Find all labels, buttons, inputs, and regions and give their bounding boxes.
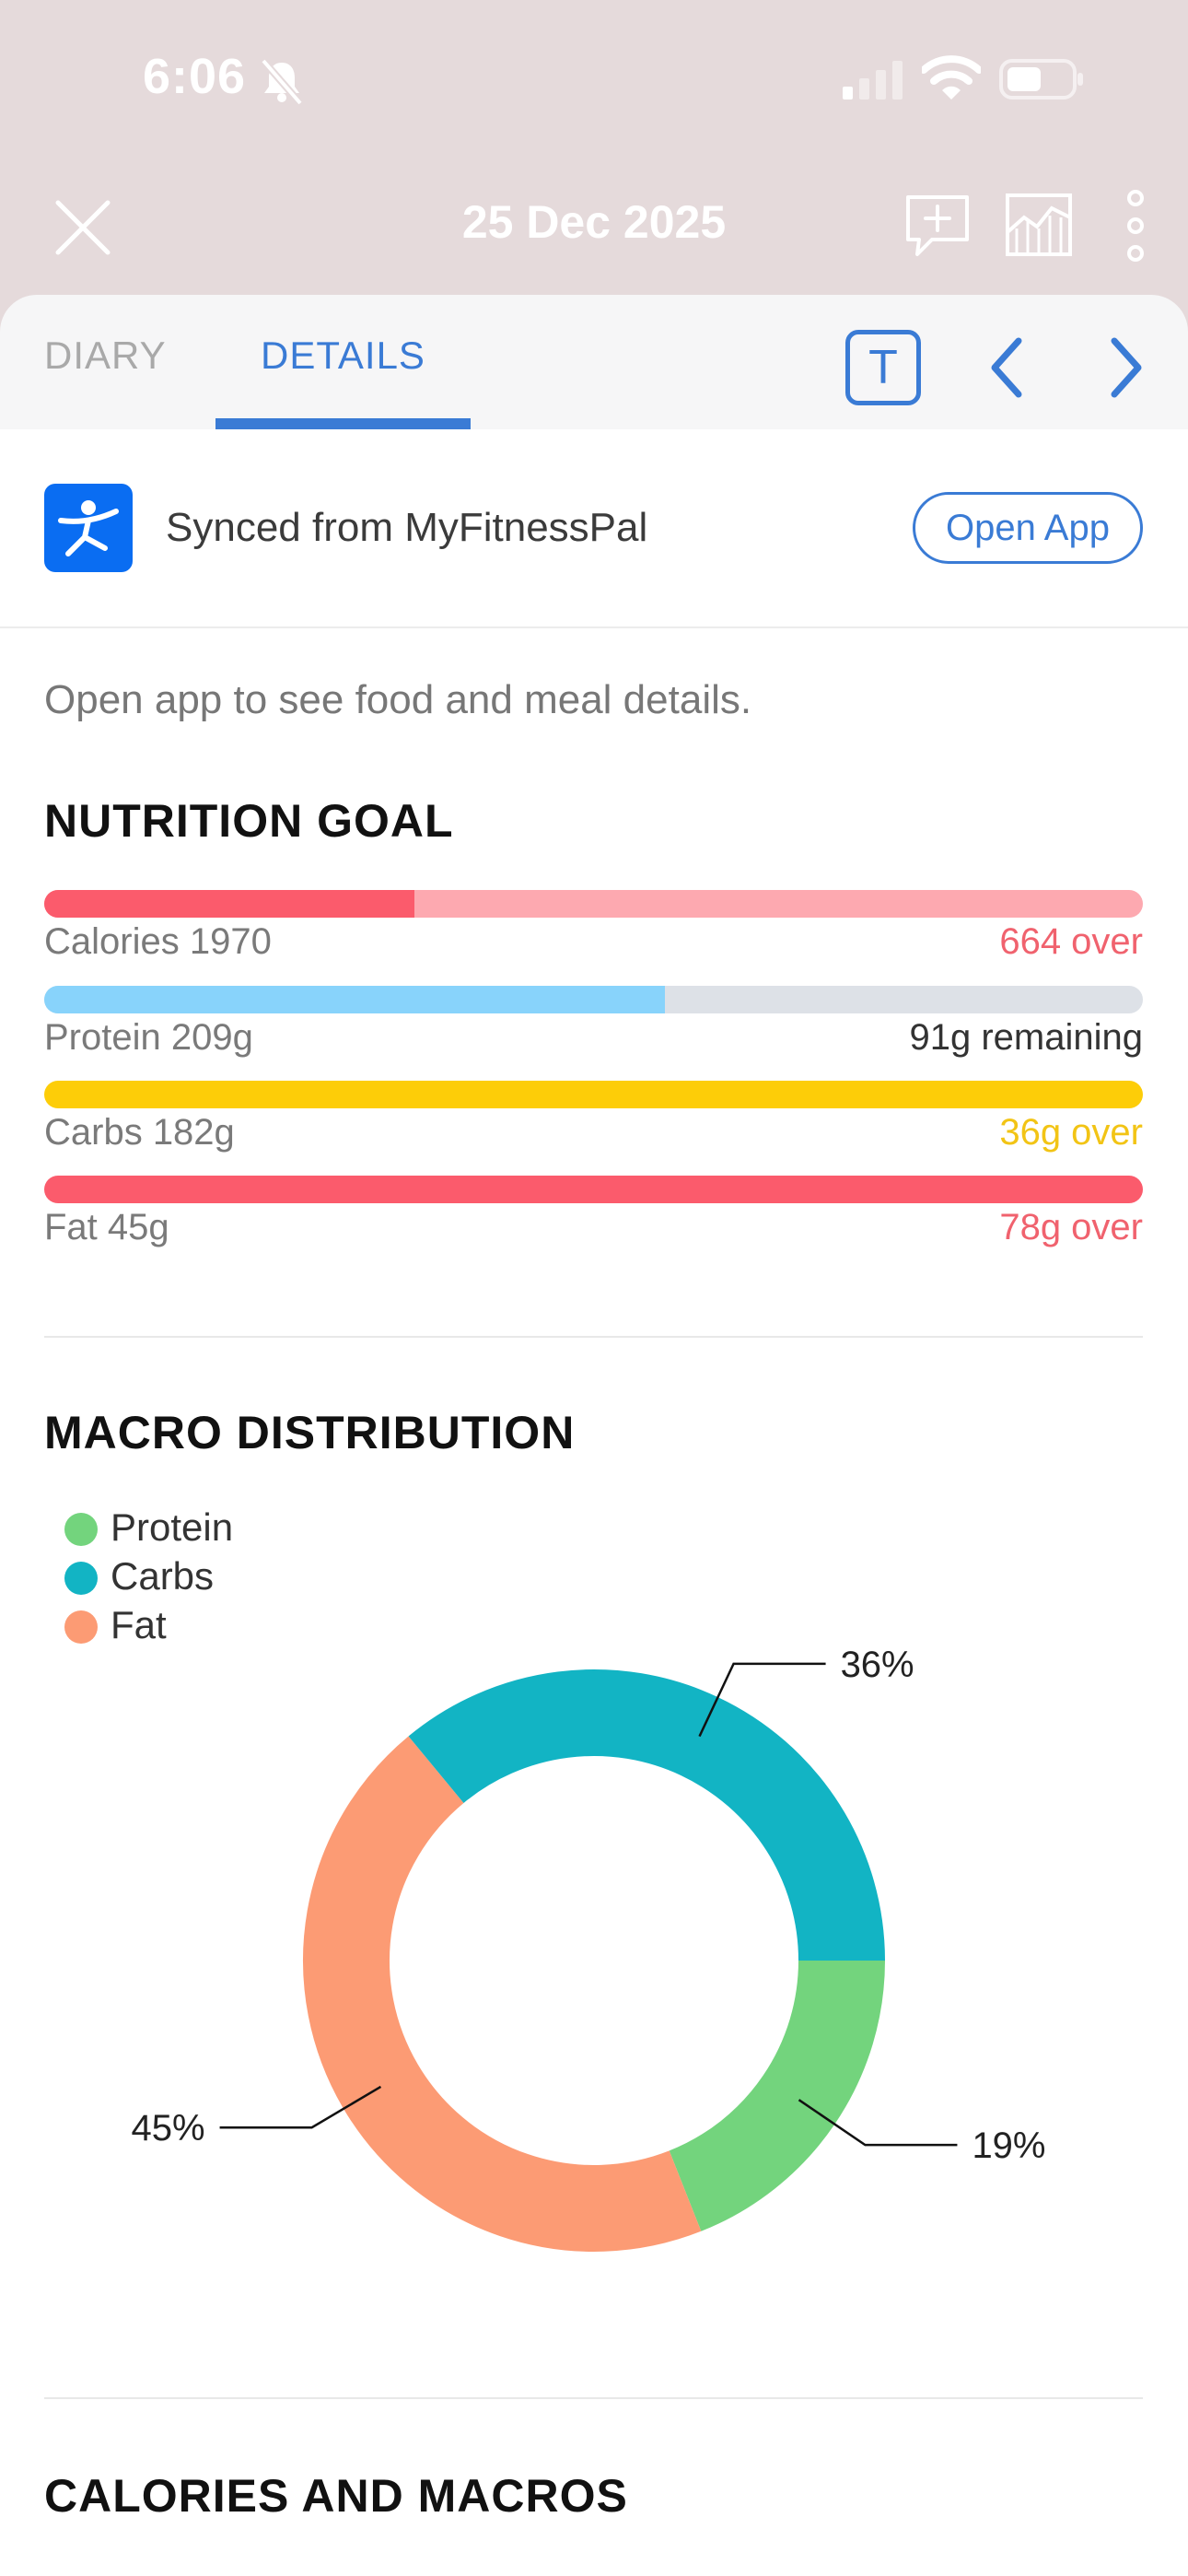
legend-dot-carbs	[64, 1562, 98, 1595]
close-icon[interactable]	[51, 195, 115, 260]
add-comment-icon[interactable]	[903, 193, 973, 260]
fat-status: 78g over	[999, 1207, 1143, 1247]
legend-label-carbs: Carbs	[111, 1554, 215, 1598]
protein-label: Protein 209g	[44, 1017, 253, 1058]
chevron-right-icon[interactable]	[1105, 335, 1147, 400]
header-background	[0, 0, 1188, 332]
nutrition-goal-title: NUTRITION GOAL	[44, 795, 454, 847]
section-divider-2	[44, 2397, 1143, 2399]
fat-progress-bar	[44, 1176, 1143, 1203]
protein-progress-fill	[44, 986, 666, 1013]
donut-slice-fat	[303, 1736, 702, 2252]
sync-banner	[0, 429, 1188, 628]
leader-line-fat	[219, 2085, 382, 2129]
calories-status: 664 over	[999, 921, 1143, 962]
sync-text: Synced from MyFitnessPal	[166, 505, 648, 550]
active-tab-indicator	[215, 418, 471, 429]
myfitnesspal-logo	[44, 484, 133, 572]
tab-bar	[0, 295, 1188, 429]
carbs-label: Carbs 182g	[44, 1112, 235, 1153]
calories-label: Calories 1970	[44, 921, 272, 962]
donut-slice-protein	[668, 1960, 885, 2231]
signal-icon	[843, 61, 903, 100]
slice-label-fat: 45%	[132, 2108, 205, 2149]
donut-slice-carbs	[408, 1669, 885, 1961]
silent-bell-icon	[260, 58, 304, 106]
slice-label-protein: 19%	[972, 2125, 1045, 2166]
macro-distribution-title: MACRO DISTRIBUTION	[44, 1407, 576, 1458]
open-app-button[interactable]: Open App	[913, 492, 1143, 564]
status-time: 6:06	[143, 49, 247, 104]
protein-progress-bar	[44, 986, 1143, 1013]
calories-progress-fill	[44, 890, 415, 918]
section-divider	[44, 1336, 1143, 1338]
chevron-left-icon[interactable]	[985, 335, 1028, 400]
legend-dot-fat	[64, 1610, 98, 1644]
tab-details[interactable]: DETAILS	[261, 334, 425, 377]
fat-label: Fat 45g	[44, 1207, 169, 1247]
carbs-progress-bar	[44, 1081, 1143, 1108]
slice-label-carbs: 36%	[841, 1645, 914, 1685]
chart-icon[interactable]	[1004, 192, 1074, 258]
calories-progress-bar	[44, 890, 1143, 918]
legend-label-protein: Protein	[111, 1505, 234, 1549]
more-options-icon[interactable]	[1122, 188, 1149, 263]
calories-macros-title: CALORIES AND MACROS	[44, 2470, 628, 2522]
legend-dot-protein	[64, 1513, 98, 1546]
leader-line-protein	[798, 2099, 958, 2147]
leader-line-carbs	[698, 1662, 826, 1738]
myfitnesspal-figure-icon	[58, 500, 119, 556]
carbs-progress-fill	[44, 1081, 1143, 1108]
fat-progress-fill	[44, 1176, 1143, 1203]
tab-diary[interactable]: DIARY	[44, 334, 167, 377]
info-note: Open app to see food and meal details.	[44, 677, 752, 722]
text-mode-button[interactable]: T	[845, 330, 921, 405]
wifi-icon	[922, 55, 981, 100]
protein-status: 91g remaining	[909, 1017, 1144, 1058]
battery-icon	[999, 59, 1083, 100]
legend-label-fat: Fat	[111, 1603, 167, 1646]
carbs-status: 36g over	[999, 1112, 1143, 1153]
